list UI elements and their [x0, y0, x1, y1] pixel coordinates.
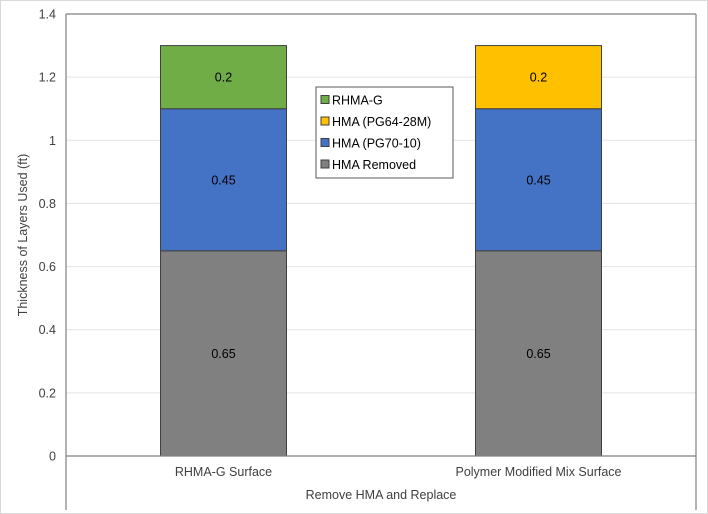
data-label: 0.45: [211, 173, 235, 187]
axes: [65, 13, 697, 510]
bar-segment: [160, 108, 287, 252]
legend-swatch: [320, 95, 330, 104]
y-tick-label: 0.2: [39, 386, 56, 400]
data-label: 0.2: [215, 71, 232, 85]
legend-entry: RHMA-G: [332, 94, 383, 108]
legend: RHMA-G HMA (PG64-28M) HMA (PG70-10) HMA Rem…: [315, 86, 454, 179]
y-tick-label: 0: [49, 450, 56, 464]
bars: 0.65 0.45 0.2 0.65 0.45 0.2: [160, 45, 602, 457]
bar-segment: [160, 45, 287, 110]
y-tick-labels: 0 0.2 0.4 0.6 0.8 1 1.2 1.4: [39, 8, 56, 464]
x-tick-label: Polymer Modified Mix Surface: [455, 465, 621, 479]
legend-swatch: [320, 138, 330, 147]
y-tick-label: 0.6: [39, 260, 56, 274]
legend-entry: HMA (PG70-10): [332, 137, 421, 151]
bar-segment: [475, 45, 602, 110]
x-tick-label: RHMA-G Surface: [175, 465, 272, 479]
x-axis-label: Remove HMA and Replace: [306, 488, 457, 502]
y-axis-label: Thickness of Layers Used (ft): [16, 154, 30, 317]
data-label: 0.2: [530, 71, 547, 85]
y-tick-label: 1.2: [39, 71, 56, 85]
y-tick-label: 1.4: [39, 8, 56, 22]
data-label: 0.65: [526, 347, 550, 361]
bar-segment: [475, 108, 602, 252]
y-tick-label: 0.4: [39, 323, 56, 337]
y-tick-label: 0.8: [39, 197, 56, 211]
legend-swatch: [320, 116, 330, 126]
legend-box: [315, 86, 454, 179]
data-label: 0.65: [211, 347, 235, 361]
legend-entry: HMA (PG64-28M): [332, 115, 431, 129]
legend-swatch: [320, 159, 330, 169]
data-label: 0.45: [526, 173, 550, 187]
bar-segment: [475, 250, 602, 457]
y-tick-label: 1: [49, 134, 56, 148]
x-tick-labels: RHMA-G Surface Polymer Modified Mix Surfa…: [175, 465, 622, 479]
legend-entry: HMA Removed: [332, 158, 416, 172]
